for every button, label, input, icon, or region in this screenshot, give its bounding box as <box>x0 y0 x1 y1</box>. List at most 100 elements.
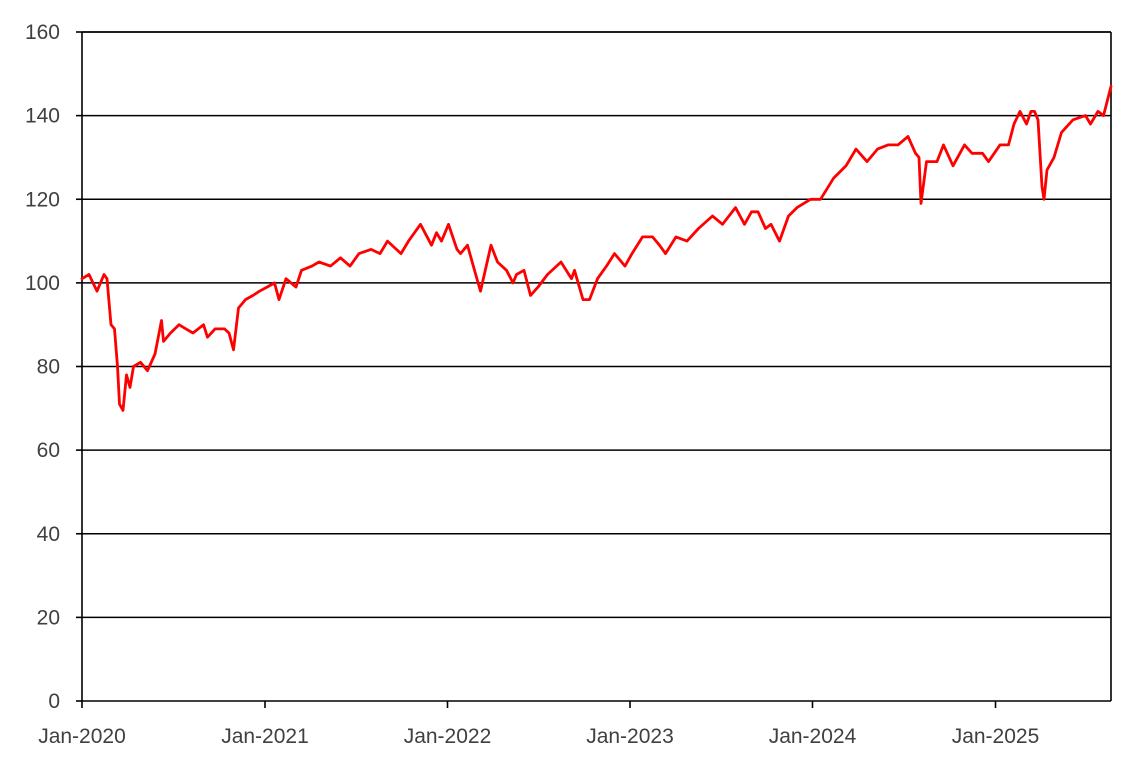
x-tick-label-5: Jan-2025 <box>952 725 1040 748</box>
data-point-50 <box>430 244 433 247</box>
data-point-4 <box>106 277 108 280</box>
data-point-36 <box>295 286 297 288</box>
data-point-119 <box>1013 123 1015 125</box>
data-point-132 <box>1089 123 1092 125</box>
data-point-124 <box>1037 118 1039 121</box>
data-point-127 <box>1046 169 1048 171</box>
data-point-59 <box>490 244 492 247</box>
data-point-78 <box>641 236 644 238</box>
data-point-114 <box>971 152 973 155</box>
data-point-3 <box>103 273 105 276</box>
data-point-89 <box>750 210 753 213</box>
data-point-112 <box>952 164 954 167</box>
data-point-92 <box>770 223 772 226</box>
data-point-70 <box>573 269 576 272</box>
data-point-130 <box>1072 118 1074 121</box>
data-point-2 <box>96 290 98 293</box>
data-point-134 <box>1102 114 1105 117</box>
data-point-26 <box>228 332 230 334</box>
data-point-81 <box>664 252 667 255</box>
data-point-8 <box>118 403 121 405</box>
data-point-66 <box>537 286 539 288</box>
y-tick-label-0: 0 <box>48 690 60 713</box>
data-point-64 <box>523 269 525 272</box>
data-point-90 <box>757 210 759 213</box>
data-point-84 <box>697 227 700 230</box>
data-point-24 <box>214 328 216 330</box>
data-point-27 <box>232 348 235 351</box>
data-point-100 <box>855 148 857 151</box>
data-point-52 <box>440 240 443 243</box>
data-point-79 <box>651 236 654 238</box>
data-point-41 <box>339 256 342 259</box>
data-point-21 <box>192 332 194 334</box>
data-point-121 <box>1025 123 1028 125</box>
data-point-22 <box>202 323 205 326</box>
y-tick-label-160: 160 <box>25 21 60 44</box>
data-point-6 <box>113 328 116 330</box>
data-point-120 <box>1019 110 1021 113</box>
data-point-85 <box>711 215 714 217</box>
data-point-87 <box>734 206 737 209</box>
data-point-126 <box>1043 198 1045 201</box>
data-point-91 <box>764 227 767 230</box>
data-point-48 <box>407 240 410 243</box>
data-point-82 <box>675 236 677 238</box>
x-tick-label-3: Jan-2023 <box>586 725 674 748</box>
data-point-58 <box>479 290 482 293</box>
x-tick-label-2: Jan-2022 <box>404 725 492 748</box>
data-point-115 <box>981 152 984 155</box>
data-point-74 <box>605 265 608 267</box>
series-layer <box>80 85 1113 412</box>
data-point-46 <box>386 240 389 243</box>
data-point-95 <box>796 206 798 209</box>
data-point-29 <box>244 298 247 301</box>
data-point-14 <box>146 369 149 372</box>
data-point-63 <box>515 273 518 276</box>
data-point-49 <box>419 223 422 226</box>
data-point-53 <box>447 223 450 226</box>
data-point-111 <box>942 144 945 146</box>
data-point-72 <box>588 298 591 301</box>
data-point-116 <box>987 160 990 163</box>
data-point-18 <box>169 332 172 334</box>
data-point-10 <box>125 374 128 376</box>
data-point-16 <box>160 319 163 322</box>
data-point-15 <box>154 353 156 355</box>
data-point-47 <box>400 252 402 255</box>
y-tick-label-40: 40 <box>37 523 60 546</box>
data-point-11 <box>129 386 131 389</box>
data-point-5 <box>110 323 112 326</box>
data-point-20 <box>185 328 187 330</box>
data-point-122 <box>1030 110 1032 113</box>
data-point-61 <box>505 269 508 272</box>
data-point-9 <box>122 409 124 412</box>
data-point-109 <box>925 160 928 163</box>
data-point-39 <box>318 261 320 263</box>
data-point-88 <box>743 223 746 226</box>
x-tick-label-0: Jan-2020 <box>38 725 126 748</box>
data-point-23 <box>206 336 209 339</box>
y-tick-label-140: 140 <box>25 105 60 128</box>
data-point-65 <box>529 294 532 297</box>
data-point-105 <box>907 135 909 138</box>
data-point-102 <box>876 148 879 151</box>
data-point-55 <box>459 252 462 255</box>
data-point-93 <box>778 240 781 243</box>
data-point-51 <box>435 231 438 234</box>
data-point-113 <box>963 144 966 146</box>
data-point-128 <box>1053 156 1055 159</box>
data-point-28 <box>237 307 240 309</box>
data-point-96 <box>809 198 812 201</box>
data-point-45 <box>379 252 381 255</box>
data-point-33 <box>273 282 276 284</box>
data-point-131 <box>1084 114 1087 117</box>
data-point-69 <box>570 277 573 280</box>
data-point-98 <box>832 177 835 180</box>
data-point-77 <box>631 252 633 255</box>
data-point-57 <box>473 269 476 272</box>
x-tick-label-4: Jan-2024 <box>769 725 857 748</box>
data-point-97 <box>819 198 822 201</box>
